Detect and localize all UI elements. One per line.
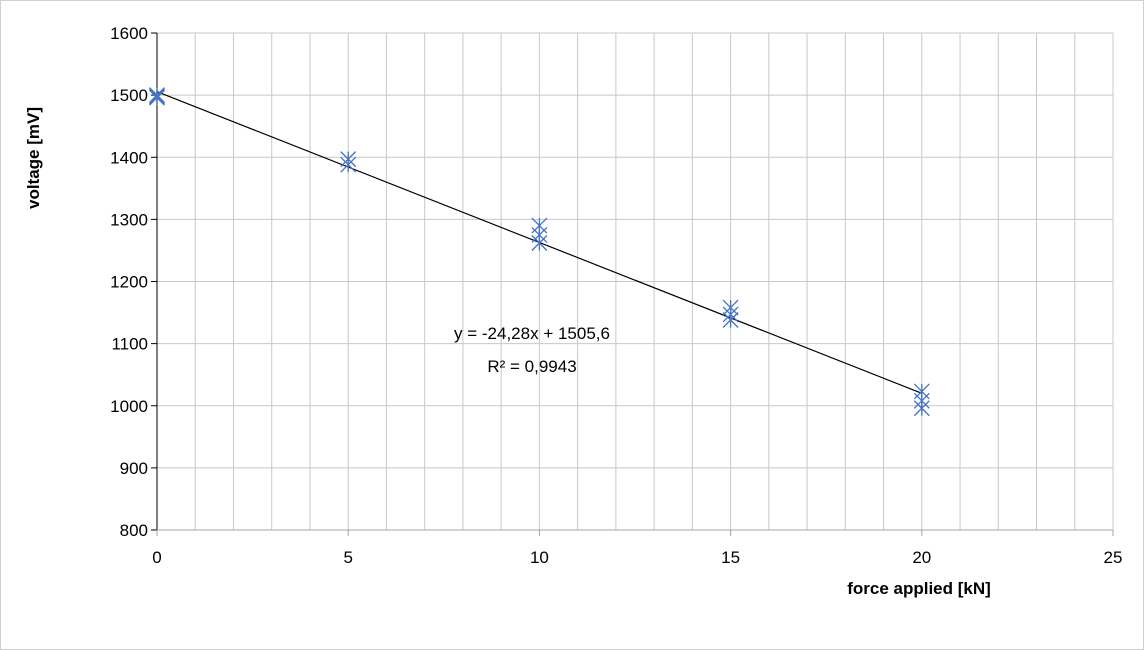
y-tick-label: 1000	[110, 397, 148, 416]
data-point	[149, 89, 165, 106]
x-axis-title: force applied [kN]	[847, 579, 991, 598]
y-tick-label: 1600	[110, 24, 148, 43]
y-axis-title: voltage [mV]	[24, 107, 43, 209]
y-tick-label: 1200	[110, 273, 148, 292]
tick-labels: 800 900 1000 1100 1200 1300 1400 1500 1600 0 5 10 15…	[110, 24, 1122, 567]
trendline-r-squared: R² = 0,9943	[487, 357, 576, 376]
data-point	[531, 235, 548, 251]
x-tick-label: 20	[912, 548, 931, 567]
data-points	[149, 87, 930, 417]
y-tick-label: 1100	[111, 335, 148, 354]
data-point	[913, 400, 930, 417]
trendline-equation: y = -24,28x + 1505,6	[454, 324, 610, 343]
y-tick-label: 1300	[110, 210, 148, 229]
y-tick-label: 800	[120, 521, 148, 540]
x-tick-label: 10	[530, 548, 549, 567]
x-tick-label: 0	[152, 548, 161, 567]
x-tick-label: 5	[343, 548, 352, 567]
y-tick-label: 900	[120, 459, 148, 478]
data-point	[340, 156, 357, 173]
y-tick-label: 1500	[110, 86, 148, 105]
x-tick-label: 25	[1104, 548, 1123, 567]
x-tick-label: 15	[721, 548, 740, 567]
grid-lines	[157, 32, 1114, 530]
y-tick-label: 1400	[110, 148, 148, 167]
data-point	[722, 312, 739, 328]
